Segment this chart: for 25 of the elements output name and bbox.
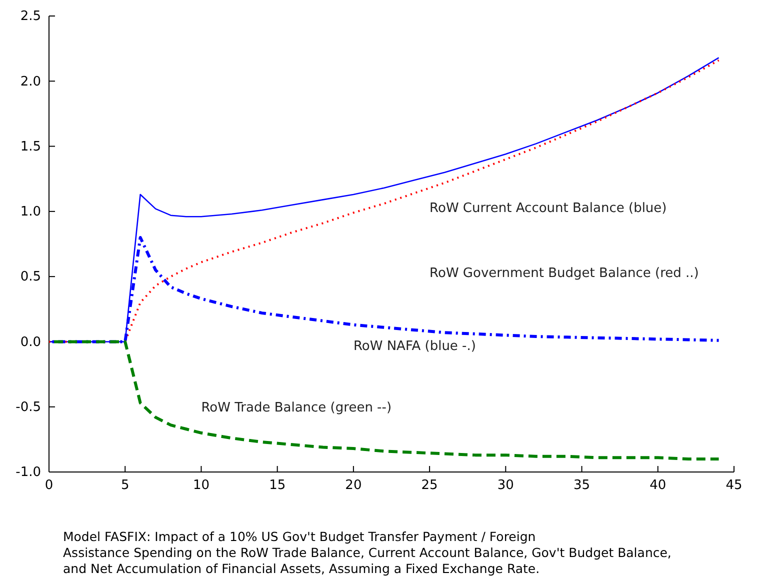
- text: Assistance Spending on the RoW Trade Balance, Current Account Balance, Gov't Budget Balance,: [63, 545, 672, 560]
- annotation: RoW Government Budget Balance (red ..): [430, 266, 699, 282]
- x-tick-label: 25: [421, 478, 438, 494]
- x-tick-label: 20: [345, 478, 362, 494]
- y-tick-label: 1.5: [20, 139, 41, 154]
- x-tick-label: 15: [269, 478, 286, 494]
- annotation: RoW Trade Balance (green --): [201, 400, 392, 416]
- y-tick-label: -1.0: [16, 465, 41, 480]
- y-tick-label: 0.5: [20, 270, 41, 285]
- x-tick-label: 40: [650, 478, 666, 494]
- x-tick-label: 45: [726, 478, 742, 494]
- y-tick-label: 2.0: [20, 74, 41, 90]
- annotation: RoW Current Account Balance (blue): [430, 201, 667, 216]
- x-tick-label: 35: [574, 478, 590, 494]
- y-tick-label: 0.0: [20, 334, 41, 350]
- x-tick-label: 30: [497, 478, 514, 494]
- x-tick-label: 5: [120, 478, 130, 494]
- text: and Net Accumulation of Financial Assets, Assuming a Fixed Exchange Rate.: [63, 561, 540, 576]
- annotation: RoW NAFA (blue -.): [353, 339, 476, 354]
- y-tick-label: 2.5: [20, 9, 41, 24]
- y-tick-label: -0.5: [16, 400, 41, 416]
- x-tick-label: 0: [44, 478, 54, 494]
- x-tick-label: 10: [192, 478, 210, 494]
- y-tick-label: 1.0: [20, 204, 41, 220]
- text: Model FASFIX: Impact of a 10% US Gov't Budget Transfer Payment / Foreign: [63, 529, 536, 544]
